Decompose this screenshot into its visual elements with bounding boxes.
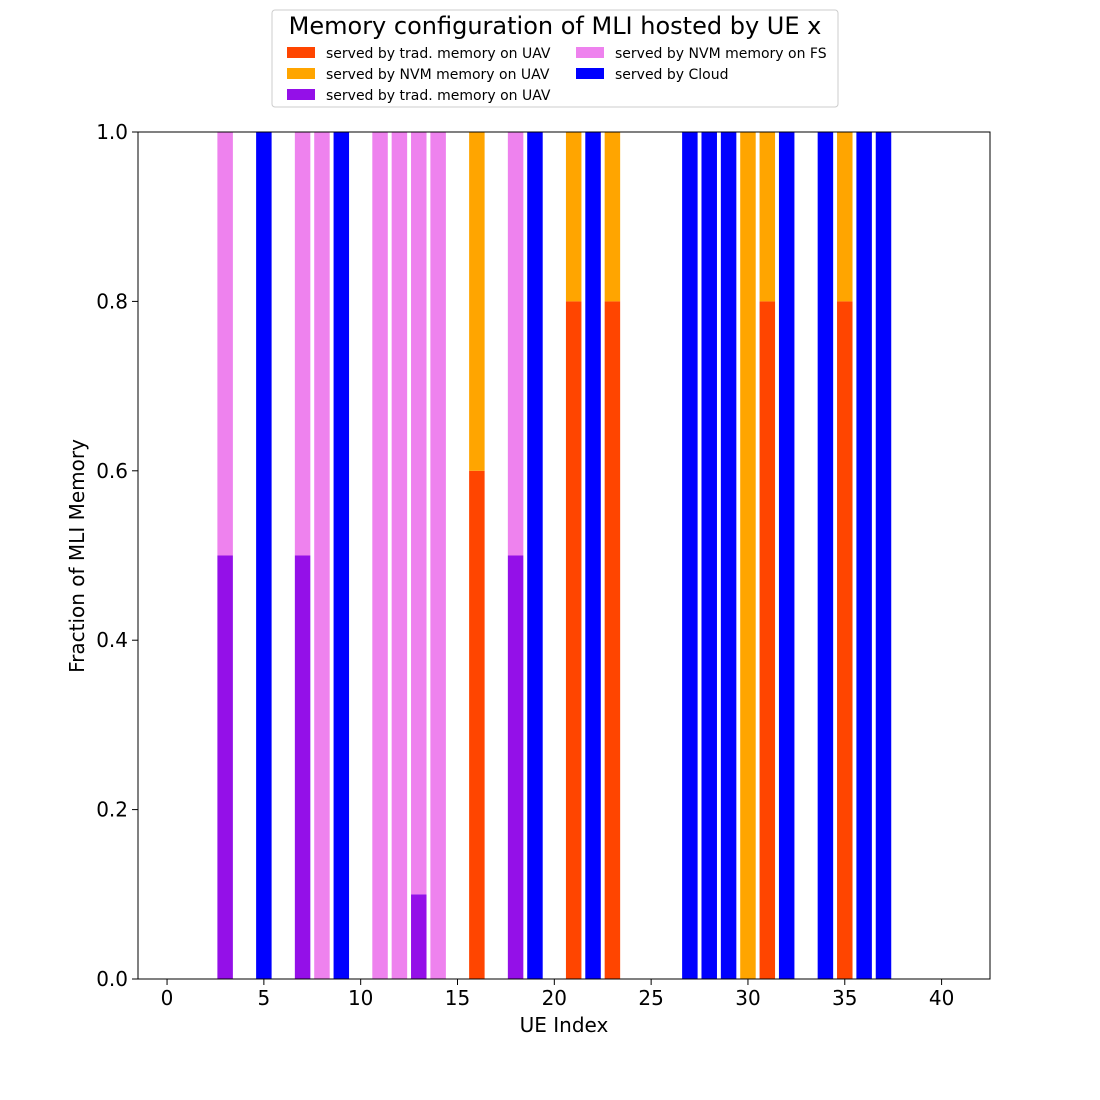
x-tick-label: 5 (257, 986, 270, 1010)
bar-segment-ue-35-nvm-uav (837, 132, 853, 302)
legend-label-nvm-fs: served by NVM memory on FS (615, 46, 827, 62)
y-tick-label: 0.2 (96, 798, 128, 822)
bar-segment-ue-31-nvm-uav (759, 132, 776, 302)
bar-segment-ue-35-trad-uav (837, 301, 853, 979)
legend-swatch-nvm-uav (287, 68, 315, 79)
chart-title: Memory configuration of MLI hosted by UE… (289, 12, 822, 40)
bar-segment-ue-19-cloud (527, 132, 543, 979)
x-tick-label: 15 (445, 986, 470, 1010)
legend-label-nvm-uav: served by NVM memory on UAV (326, 67, 550, 83)
y-axis-label: Fraction of MLI Memory (65, 439, 89, 673)
bar-segment-ue-22-cloud (585, 132, 601, 979)
bar-segment-ue-5-cloud (256, 132, 272, 979)
x-tick-label: 30 (735, 986, 760, 1010)
x-tick-label: 0 (161, 986, 174, 1010)
bar-segment-ue-27-cloud (682, 132, 698, 979)
bar-segment-ue-9-cloud (333, 132, 350, 979)
bar-segment-ue-13-trad-uav-purple (411, 894, 427, 979)
legend-swatch-trad-uav (287, 47, 315, 58)
x-tick-label: 20 (542, 986, 567, 1010)
x-tick-label: 10 (348, 986, 373, 1010)
bar-segment-ue-30-nvm-uav (740, 132, 756, 979)
bar-segment-ue-3-nvm-fs (217, 132, 233, 556)
legend-label-trad-uav-purple: served by trad. memory on UAV (326, 88, 551, 104)
legend: Memory configuration of MLI hosted by UE… (271, 9, 839, 108)
bar-segment-ue-18-nvm-fs (507, 132, 524, 556)
y-tick-label: 0.8 (96, 289, 128, 313)
legend-entries: served by trad. memory on UAV served by N… (287, 46, 827, 104)
bar-segment-ue-8-nvm-fs (314, 132, 330, 979)
x-tick-label: 25 (638, 986, 663, 1010)
bar-segment-ue-37-cloud (875, 132, 892, 979)
bar-segment-ue-16-nvm-uav (469, 132, 485, 471)
bar-segment-ue-11-nvm-fs (372, 132, 388, 979)
bar-segment-ue-36-cloud (856, 132, 872, 979)
legend-label-trad-uav: served by trad. memory on UAV (326, 46, 551, 62)
y-tick-label: 0.6 (96, 459, 128, 483)
bar-segment-ue-29-cloud (720, 132, 737, 979)
x-tick-label: 40 (929, 986, 954, 1010)
bar-segment-ue-21-trad-uav (565, 301, 582, 979)
legend-swatch-nvm-fs (576, 47, 604, 58)
bar-segment-ue-18-trad-uav-purple (507, 555, 524, 979)
bar-segment-ue-21-nvm-uav (565, 132, 582, 302)
x-axis-label: UE Index (520, 1013, 609, 1037)
bar-segment-ue-23-trad-uav (604, 301, 621, 979)
y-tick-label: 1.0 (96, 120, 128, 144)
y-tick-label: 0.0 (96, 967, 128, 991)
bar-segment-ue-3-trad-uav-purple (217, 555, 233, 979)
legend-swatch-trad-uav-purple (287, 89, 315, 100)
bar-segment-ue-7-nvm-fs (294, 132, 311, 556)
y-axis: 0.0 0.2 0.4 0.6 0.8 1.0 (96, 120, 138, 991)
legend-frame (271, 9, 839, 108)
x-axis: 0 5 10 15 20 25 30 35 40 (161, 979, 954, 1010)
bar-segment-ue-31-trad-uav (759, 301, 776, 979)
bar-segment-ue-16-trad-uav (469, 470, 485, 979)
bars-layer (217, 132, 892, 979)
bar-segment-ue-34-cloud (817, 132, 834, 979)
bar-segment-ue-14-nvm-fs (430, 132, 446, 979)
legend-swatch-cloud (576, 68, 604, 79)
bar-segment-ue-28-cloud (701, 132, 717, 979)
x-tick-label: 35 (832, 986, 857, 1010)
bar-segment-ue-12-nvm-fs (391, 132, 408, 979)
legend-label-cloud: served by Cloud (615, 67, 729, 83)
bar-segment-ue-13-nvm-fs (411, 132, 427, 895)
plot-frame (137, 131, 991, 980)
y-tick-label: 0.4 (96, 628, 128, 652)
bar-segment-ue-7-trad-uav-purple (294, 555, 311, 979)
bar-segment-ue-32-cloud (778, 132, 795, 979)
bar-segment-ue-23-nvm-uav (604, 132, 621, 302)
